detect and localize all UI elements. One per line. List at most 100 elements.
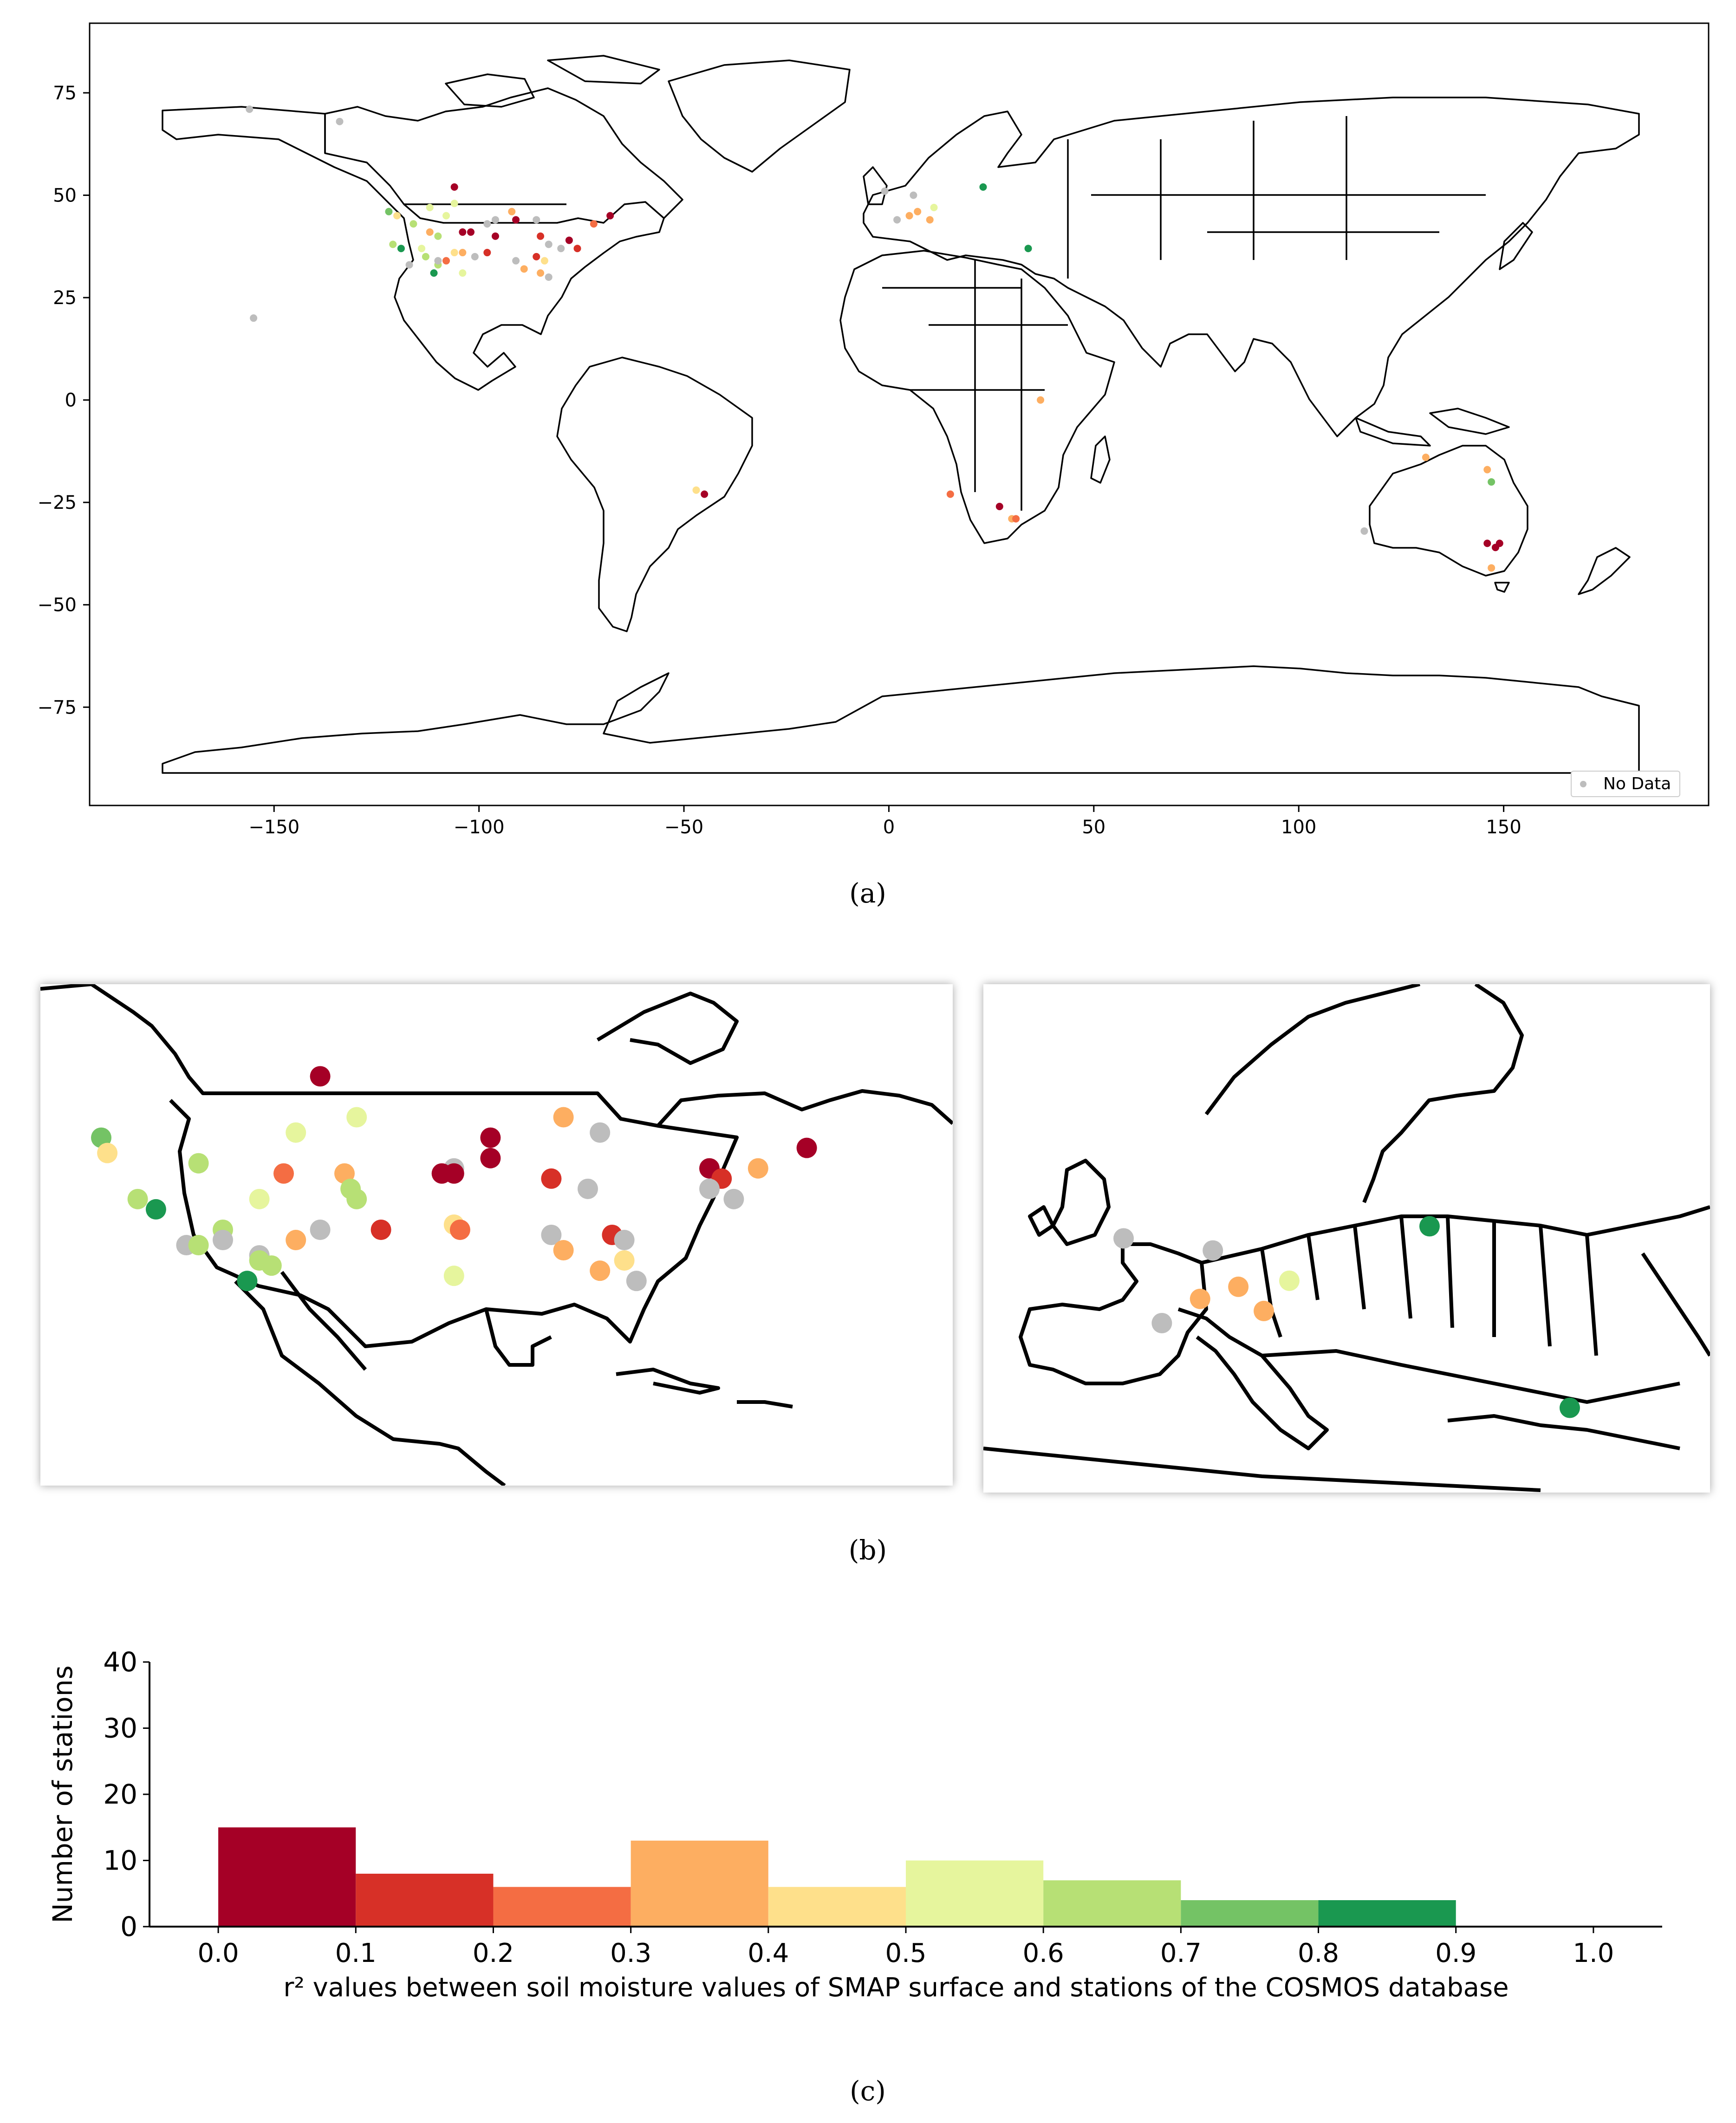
station-point-57: [692, 486, 700, 494]
station-point-11: [512, 216, 520, 224]
y-tick-label: 25: [53, 287, 77, 309]
station-point-62: [1012, 515, 1020, 523]
station-point-12: [145, 1199, 166, 1220]
x-tick-label: −150: [248, 817, 299, 838]
station-point-14: [606, 212, 614, 220]
station-point-2: [250, 314, 258, 322]
station-point-65: [1488, 478, 1495, 486]
panel-b-europe: [983, 982, 1712, 1493]
histogram-bar-5: [906, 1860, 1044, 1927]
caption-b: (b): [848, 1534, 887, 1566]
station-point-60: [995, 502, 1003, 510]
station-point-20: [397, 245, 405, 253]
station-point-29: [480, 1148, 501, 1169]
x-tick-label: −100: [454, 817, 505, 838]
station-point-6: [273, 1163, 294, 1184]
station-point-4: [346, 1107, 367, 1128]
station-point-50: [905, 212, 913, 220]
station-point-55: [1024, 245, 1032, 253]
panel-b-north-america: [40, 982, 954, 1487]
station-point-10: [491, 216, 499, 224]
station-point-0: [310, 1066, 331, 1087]
station-point-24: [491, 232, 499, 240]
world-map-chart: −150 −100 −50 0 50 100 150 75 50 25 0 −25 −50 −75: [38, 22, 1710, 838]
north-america-zoom-map: [40, 982, 954, 1487]
station-point-21: [418, 245, 426, 253]
station-point-17: [426, 228, 434, 236]
station-point-58: [701, 490, 709, 498]
station-point-13: [533, 216, 540, 224]
station-point-18: [188, 1235, 209, 1256]
station-point-21: [261, 1255, 282, 1276]
station-point-45: [442, 257, 450, 265]
station-point-30: [405, 261, 413, 269]
station-point-37: [483, 249, 491, 257]
y-tick-label: −25: [38, 492, 77, 513]
y-tick-label: −75: [38, 697, 77, 718]
station-point-47: [881, 187, 889, 195]
x-axis-ticks: −150 −100 −50 0 50 100 150: [248, 805, 1521, 838]
station-point-39: [614, 1250, 635, 1271]
station-point-10: [249, 1188, 270, 1209]
station-points-europe: [1113, 1216, 1580, 1418]
histogram-bar-2: [493, 1887, 631, 1927]
station-point-26: [545, 240, 553, 248]
y-tick-label: 30: [103, 1713, 137, 1744]
station-point-31: [553, 1107, 574, 1128]
station-point-35: [541, 1225, 562, 1245]
y-tick-label: 0: [120, 1911, 137, 1942]
y-tick-label: 40: [103, 1646, 137, 1678]
histogram-bar-7: [1181, 1900, 1319, 1927]
y-tick-label: 20: [103, 1779, 137, 1810]
station-point-7: [450, 200, 458, 208]
station-point-4: [385, 208, 393, 215]
x-tick-label: −50: [664, 817, 703, 838]
station-point-54: [893, 216, 901, 224]
station-point-42: [443, 1266, 464, 1286]
y-tick-label: −50: [38, 595, 77, 616]
station-point-7: [1419, 1216, 1440, 1237]
station-point-8: [1559, 1397, 1580, 1418]
station-point-44: [545, 273, 553, 281]
x-axis-label: r² values between soil moisture values o…: [283, 1973, 1508, 2003]
station-point-59: [946, 490, 954, 498]
station-point-28: [573, 245, 581, 253]
histogram-bar-6: [1043, 1880, 1181, 1927]
station-point-9: [346, 1188, 367, 1209]
station-point-66: [1483, 539, 1491, 547]
station-point-68: [1491, 544, 1499, 552]
x-tick-label: 0.9: [1435, 1938, 1476, 1968]
station-point-5: [393, 212, 401, 220]
station-point-25: [449, 1219, 470, 1240]
station-point-5: [1279, 1270, 1300, 1291]
station-point-53: [979, 183, 987, 191]
station-points-north-america: [91, 1066, 817, 1292]
station-point-14: [213, 1230, 233, 1251]
station-point-51: [926, 216, 934, 224]
station-point-48: [910, 191, 917, 199]
station-point-3: [286, 1122, 306, 1143]
station-point-30: [480, 1127, 501, 1148]
station-point-48: [796, 1137, 817, 1158]
station-point-34: [578, 1178, 598, 1199]
station-point-4: [1254, 1300, 1274, 1321]
station-point-3: [1190, 1288, 1210, 1309]
x-tick-label: 0.7: [1160, 1938, 1202, 1968]
europe-zoom-map: [983, 982, 1712, 1492]
x-tick-label: 0.1: [335, 1938, 377, 1968]
station-point-16: [310, 1219, 331, 1240]
station-point-0: [246, 105, 254, 113]
x-tick-label: 0.5: [885, 1938, 926, 1968]
station-point-2: [97, 1143, 118, 1163]
y-axis-ticks: 0 10 20 30 40: [103, 1646, 150, 1942]
x-tick-label: 1.0: [1573, 1938, 1614, 1968]
station-point-45: [699, 1178, 720, 1199]
x-tick-label: 0.6: [1023, 1938, 1064, 1968]
station-point-1: [1203, 1240, 1223, 1261]
panel-a-world-map: −150 −100 −50 0 50 100 150 75 50 25 0 −25 −50 −75 No…: [0, 0, 1736, 882]
station-point-41: [626, 1271, 647, 1292]
x-tick-label: 150: [1486, 817, 1521, 838]
legend: No Data: [1571, 771, 1681, 797]
station-point-36: [459, 249, 467, 257]
station-point-5: [188, 1153, 209, 1174]
